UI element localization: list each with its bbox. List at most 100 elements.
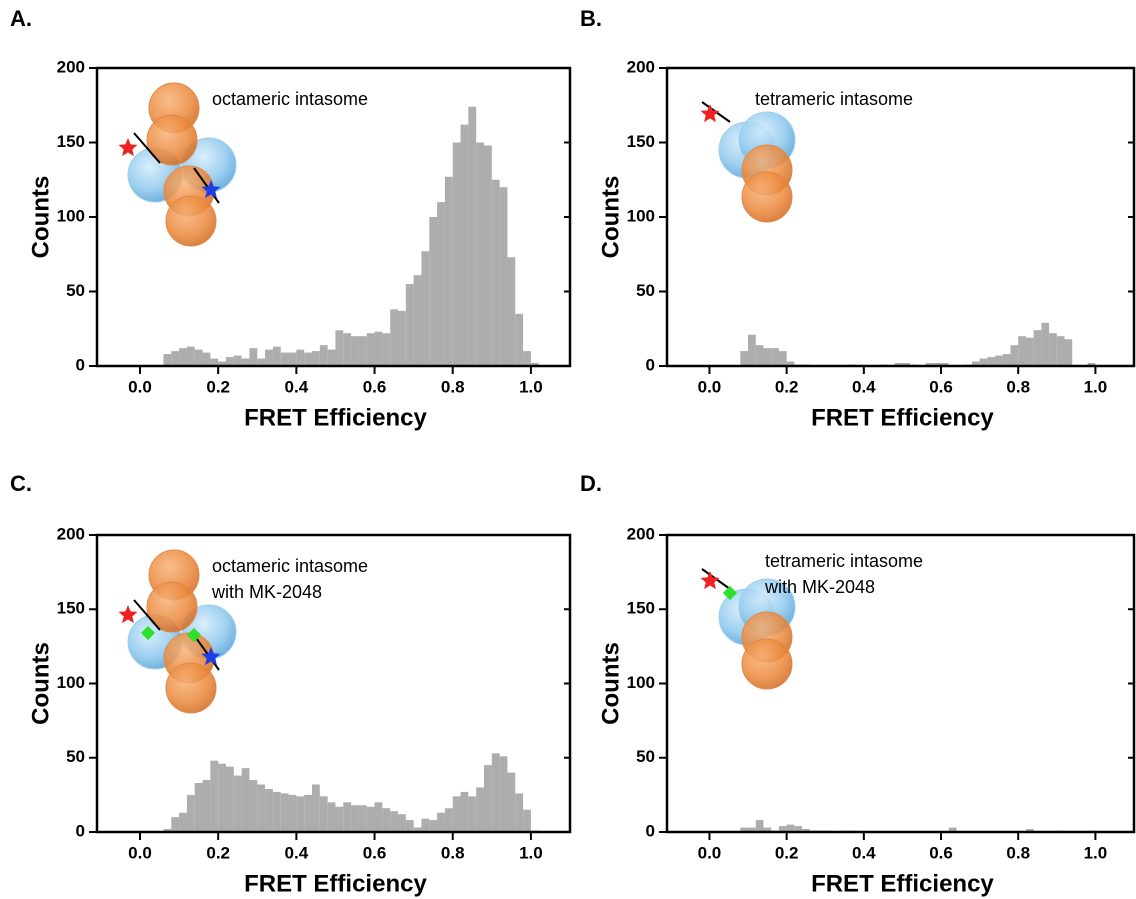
y-tick-label: 0: [76, 821, 85, 840]
bar: [272, 346, 281, 366]
y-tick-label: 0: [646, 355, 655, 374]
x-tick-label: 0.8: [1006, 843, 1030, 862]
orange-subunit: [741, 638, 793, 690]
bar: [179, 812, 187, 832]
bar: [748, 827, 756, 832]
dye-star: [118, 605, 138, 624]
x-tick-label: 0.8: [1006, 377, 1030, 396]
bar: [171, 817, 180, 832]
bar: [304, 794, 312, 832]
y-tick-label: 150: [57, 132, 85, 151]
bar: [186, 794, 195, 832]
bar: [272, 791, 281, 832]
bar: [343, 802, 352, 832]
bar: [452, 142, 461, 366]
y-tick-label: 150: [57, 599, 85, 618]
bar: [460, 124, 469, 367]
x-tick-label: 1.0: [519, 377, 543, 396]
y-tick-label: 200: [57, 524, 85, 543]
bar: [335, 806, 344, 832]
bar: [740, 351, 749, 366]
bar: [748, 334, 756, 366]
bar: [979, 358, 988, 366]
bar: [755, 345, 764, 366]
bar: [1018, 336, 1026, 366]
bar: [499, 756, 508, 832]
bar: [171, 351, 180, 366]
annotation: tetrameric intasome: [755, 89, 913, 109]
intasome-illustration: [700, 101, 796, 223]
y-tick-label: 100: [627, 673, 655, 692]
x-tick-label: 0.4: [852, 843, 876, 862]
y-tick-label: 200: [627, 57, 655, 76]
bar: [194, 349, 203, 366]
bar: [468, 796, 477, 832]
bar: [429, 820, 438, 832]
x-tick-label: 0.2: [775, 377, 799, 396]
x-tick-label: 0.0: [128, 843, 152, 862]
x-axis-title: FRET Efficiency: [811, 404, 994, 431]
bar: [786, 361, 795, 366]
dye-star: [118, 138, 138, 157]
bar: [778, 826, 787, 832]
bar: [366, 806, 375, 832]
bar: [233, 355, 242, 366]
x-axis-title: FRET Efficiency: [244, 870, 427, 897]
bar: [413, 275, 422, 366]
x-tick-label: 0.2: [206, 843, 230, 862]
bar: [343, 333, 352, 366]
bar: [794, 826, 803, 832]
dna-end: [193, 167, 220, 204]
bar: [288, 352, 297, 366]
bar: [452, 796, 461, 832]
plot-frame: [665, 533, 1136, 834]
dye-star: [700, 104, 720, 123]
y-tick-label: 100: [57, 206, 85, 225]
orange-subunit: [741, 171, 793, 223]
y-tick-label: 150: [627, 599, 655, 618]
bar: [226, 766, 234, 832]
bar: [1025, 829, 1034, 832]
x-tick-label: 0.0: [698, 377, 722, 396]
bar: [515, 313, 524, 366]
bar: [763, 827, 772, 832]
bar: [186, 346, 195, 366]
bar: [382, 333, 391, 366]
bar: [476, 142, 484, 366]
annotation: octameric intasome: [212, 89, 368, 109]
annotation: with MK-2048: [764, 577, 875, 597]
inhibitor-mark: [722, 585, 738, 601]
bar: [1010, 345, 1019, 366]
bar: [163, 354, 172, 366]
bar: [312, 784, 320, 832]
bar: [1041, 322, 1050, 366]
panel-label: A.: [10, 6, 32, 31]
bar: [476, 787, 484, 832]
x-tick-label: 0.4: [285, 843, 309, 862]
bar: [413, 827, 422, 832]
bar: [405, 820, 414, 832]
inhibitor-mark: [140, 625, 156, 641]
bar: [507, 257, 516, 366]
y-tick-label: 0: [76, 355, 85, 374]
bar: [778, 351, 787, 366]
bar: [202, 780, 211, 832]
bar: [755, 820, 764, 832]
annotation: octameric intasome: [212, 556, 368, 576]
bar: [507, 772, 516, 832]
y-tick-label: 0: [646, 821, 655, 840]
bar: [358, 805, 367, 832]
bar: [925, 363, 934, 366]
dna-end: [133, 132, 161, 164]
x-tick-label: 0.6: [363, 377, 387, 396]
bar: [265, 788, 273, 832]
bar: [902, 363, 911, 366]
dye-star: [700, 571, 720, 590]
bar: [444, 808, 453, 832]
y-tick-label: 150: [627, 132, 655, 151]
bar: [515, 793, 524, 832]
x-tick-label: 0.4: [852, 377, 876, 396]
bar: [437, 812, 445, 832]
bar: [530, 363, 539, 366]
